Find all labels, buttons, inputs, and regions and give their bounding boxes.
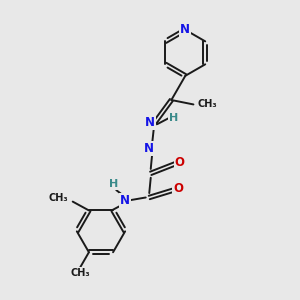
Text: N: N	[145, 116, 155, 129]
Text: N: N	[144, 142, 154, 155]
Text: CH₃: CH₃	[70, 268, 90, 278]
Text: N: N	[120, 194, 130, 207]
Text: CH₃: CH₃	[49, 193, 68, 203]
Text: CH₃: CH₃	[198, 99, 218, 110]
Text: H: H	[169, 113, 178, 123]
Text: O: O	[173, 182, 183, 195]
Text: N: N	[180, 23, 190, 36]
Text: O: O	[175, 156, 184, 169]
Text: H: H	[109, 179, 118, 189]
